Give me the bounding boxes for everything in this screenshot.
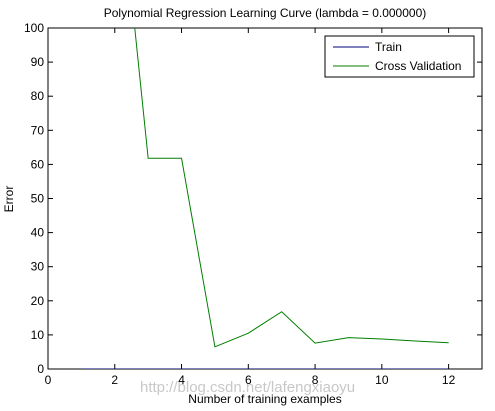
x-tick-label: 0 xyxy=(45,373,52,387)
y-axis-label: Error xyxy=(2,186,16,213)
series-line xyxy=(134,28,449,348)
y-tick-label: 70 xyxy=(31,123,45,137)
x-tick-label: 4 xyxy=(178,373,185,387)
legend-label: Cross Validation xyxy=(375,59,461,73)
y-tick-label: 80 xyxy=(31,89,45,103)
watermark: http://blog.csdn.net/lafengxiaoyu xyxy=(140,379,355,396)
chart-title: Polynomial Regression Learning Curve (la… xyxy=(104,6,427,20)
y-tick-label: 60 xyxy=(31,157,45,171)
x-axis-label: Number of training examples xyxy=(188,392,341,406)
y-tick-label: 10 xyxy=(31,328,45,342)
x-tick-label: 8 xyxy=(312,373,319,387)
y-tick-label: 0 xyxy=(37,362,44,376)
y-tick-label: 50 xyxy=(31,192,45,206)
x-tick-label: 6 xyxy=(245,373,252,387)
y-tick-label: 90 xyxy=(31,55,45,69)
x-tick-label: 10 xyxy=(375,373,389,387)
y-tick-label: 20 xyxy=(31,294,45,308)
y-tick-label: 40 xyxy=(31,226,45,240)
legend-label: Train xyxy=(375,40,402,54)
x-tick-label: 12 xyxy=(442,373,456,387)
legend-box xyxy=(324,35,475,78)
y-tick-label: 30 xyxy=(31,260,45,274)
plot-area xyxy=(47,27,483,370)
x-tick-label: 2 xyxy=(111,373,118,387)
y-tick-label: 100 xyxy=(24,21,44,35)
